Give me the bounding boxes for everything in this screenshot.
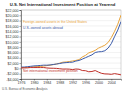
x-tick-label: 1992 [69,81,77,85]
y-tick-label: $6,000 [8,51,19,55]
y-tick: $22,000 [6,9,22,13]
x-tick: 2000 [95,79,103,85]
y-tick-label: -$2,000 [6,72,18,76]
y-tick-mark [20,74,22,75]
grid-line [21,41,121,42]
x-tick: 1996 [82,79,90,85]
y-tick-label: $14,000 [6,30,19,34]
x-tick-label: 1976 [18,81,26,85]
grid-line [21,52,121,53]
y-tick: $10,000 [6,40,22,44]
y-tick-label: $8,000 [8,46,19,50]
y-tick-mark [20,21,22,22]
x-tick: 1988 [56,79,64,85]
y-tick: $4,000 [8,56,22,60]
series-labels: Foreign-owned assets in the United State… [23,20,87,73]
y-tick: $16,000 [6,25,22,29]
y-tick-mark [20,26,22,27]
x-axis: 1976 1980 1984 1988 1992 1996 2000 2004 [18,79,122,85]
lines [21,15,121,75]
chart: U.S. Net International Investment Positi… [0,0,125,92]
y-tick-mark [20,63,22,64]
y-tick-mark [20,37,22,38]
y-tick: $2,000 [8,62,22,66]
y-tick: $14,000 [6,30,22,34]
title: U.S. Net International Investment Positi… [10,2,116,7]
y-tick: $18,000 [6,19,22,23]
y-tick-label: $18,000 [6,19,19,23]
y-tick: $6,000 [8,51,22,55]
y-tick-label: $12,000 [6,35,19,39]
y-tick-mark [20,52,22,53]
series-label: U.S.-owned assets abroad [23,26,63,30]
y-tick: $8,000 [8,46,22,50]
grid-line [21,15,121,16]
y-tick-mark [20,68,22,69]
y-tick-label: $4,000 [8,56,19,60]
x-tick-label: 2004 [108,81,116,85]
y-tick-mark [20,47,22,48]
y-tick-mark [20,31,22,32]
x-tick-label: 1996 [82,81,90,85]
series-line [21,67,121,74]
series-line [21,15,121,68]
grid-line [21,57,121,58]
x-tick: 1984 [43,79,51,85]
grid-line [21,47,121,48]
y-tick: $12,000 [6,35,22,39]
x-tick-label: 1980 [30,81,38,85]
x-tick: 1992 [69,79,77,85]
annotation: U.S. Bureau of Economic Analysis [2,87,48,91]
y-tick: $20,000 [6,14,22,18]
series-line [21,22,121,68]
plot: -$4,000-$2,000$0$2,000$4,000$6,000$8,000… [6,9,122,85]
y-tick-label: $2,000 [8,62,19,66]
y-tick-label: $16,000 [6,25,19,29]
y-tick: -$2,000 [6,72,21,76]
y-tick-mark [20,79,22,80]
y-tick: $0 [15,67,22,71]
x-tick-label: 1988 [56,81,64,85]
y-tick-label: $22,000 [6,9,19,13]
y-tick-label: $0 [15,67,19,71]
plot-frame [21,10,121,79]
x-tick-label: 1984 [43,81,51,85]
grid-line [21,36,121,37]
series-label: Net international investment position [23,69,78,73]
series-label: Foreign-owned assets in the United State… [23,20,87,24]
y-tick-label: $20,000 [6,14,19,18]
grid-line [21,31,121,32]
x-tick: 1980 [30,79,38,85]
grid [21,10,121,79]
x-tick: 1976 [18,79,26,85]
x-tick-label: 2000 [95,81,103,85]
x-tick: 2004 [108,79,116,85]
y-tick-mark [20,42,22,43]
y-tick-mark [20,58,22,59]
y-tick-mark [20,10,22,11]
y-tick-label: $10,000 [6,40,19,44]
y-axis: -$4,000-$2,000$0$2,000$4,000$6,000$8,000… [6,9,22,82]
y-tick-mark [20,15,22,16]
